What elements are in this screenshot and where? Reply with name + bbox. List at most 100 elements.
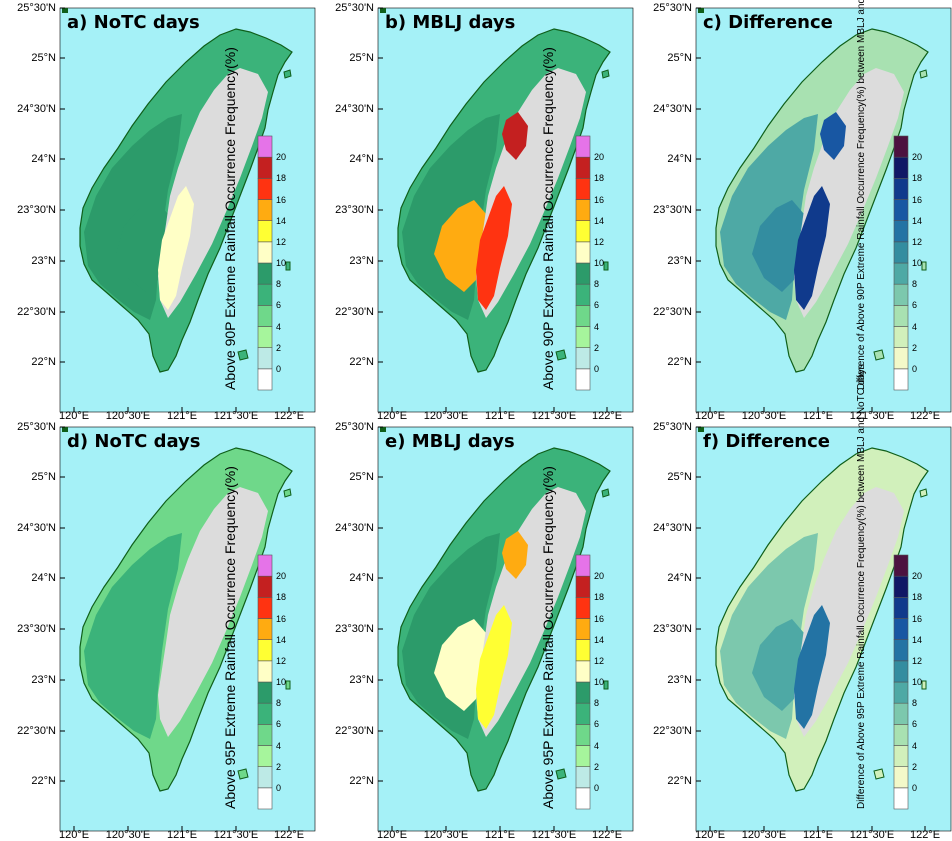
map-panel: 25°30'N 25°N 24°30'N 24°N 23°30'N 23°N 22°30'N…	[0, 0, 317, 422]
colorbar-swatch	[893, 618, 909, 640]
colorbar-swatch	[257, 135, 273, 158]
lat-label: 24°30'N	[17, 103, 56, 115]
panel-title: b) MBLJ days	[385, 12, 516, 33]
map-canvas	[695, 426, 952, 832]
lat-label: 23°30'N	[653, 623, 692, 635]
small-island	[873, 768, 885, 780]
colorbar-tick: 14	[912, 634, 923, 645]
colorbar-swatch	[575, 156, 591, 179]
colorbar-tick: 12	[912, 655, 923, 666]
colorbar-swatch	[893, 724, 909, 746]
colorbar-swatch	[893, 660, 909, 683]
colorbar-tick: 20	[912, 152, 923, 163]
colorbar-tick: 14	[276, 215, 287, 226]
lon-label: 121°30'E	[213, 829, 259, 841]
colorbar-tick: 0	[594, 363, 600, 374]
colorbar-swatch	[893, 554, 909, 577]
colorbar-tick: 2	[594, 342, 600, 353]
colorbar-tick: 14	[594, 215, 605, 226]
lat-label: 22°N	[667, 356, 692, 368]
colorbar-swatch	[893, 745, 909, 767]
map-canvas	[59, 7, 316, 413]
small-island	[380, 8, 386, 13]
colorbar-tick: 16	[594, 194, 605, 205]
colorbar-swatch	[575, 787, 591, 810]
lon-label: 120°E	[376, 829, 408, 841]
colorbar-tick: 8	[912, 279, 918, 290]
panel-title: d) NoTC days	[67, 431, 201, 452]
lon-label: 121°E	[166, 829, 198, 841]
colorbar-tick: 12	[912, 236, 923, 247]
colorbar-swatch	[257, 220, 273, 243]
colorbar-tick: 6	[594, 719, 600, 730]
colorbar-swatch	[257, 766, 273, 789]
lon-label: 122°E	[909, 410, 941, 422]
colorbar-swatch	[257, 618, 273, 640]
colorbar-swatch	[575, 368, 591, 391]
colorbar-tick: 2	[276, 342, 282, 353]
lon-label: 121°E	[484, 829, 516, 841]
small-island	[921, 680, 927, 690]
small-island	[555, 349, 567, 361]
panel-title: a) NoTC days	[67, 12, 200, 33]
mountain-region	[476, 487, 586, 737]
lon-label: 122°E	[591, 410, 623, 422]
colorbar-swatch	[575, 597, 591, 619]
colorbar-swatch	[893, 220, 909, 243]
colorbar-swatch	[257, 178, 273, 200]
colorbar-swatch	[257, 305, 273, 327]
mountain-region	[476, 68, 586, 318]
small-island	[601, 488, 610, 498]
lat-label: 23°N	[667, 674, 692, 686]
lon-label: 122°E	[909, 829, 941, 841]
colorbar-tick: 0	[912, 363, 918, 374]
lat-label: 23°N	[667, 255, 692, 267]
lon-label: 121°E	[802, 829, 834, 841]
lat-label: 24°N	[31, 153, 56, 165]
colorbar-swatch	[575, 575, 591, 598]
lat-label: 22°N	[31, 775, 56, 787]
lat-label: 23°30'N	[17, 623, 56, 635]
colorbar-swatch	[575, 241, 591, 264]
lat-label: 23°N	[349, 674, 374, 686]
lat-label: 22°30'N	[17, 725, 56, 737]
colorbar-tick: 12	[594, 655, 605, 666]
mountain-region	[158, 487, 268, 737]
lat-label: 23°N	[349, 255, 374, 267]
colorbar-swatch	[575, 283, 591, 306]
colorbar-swatch	[257, 326, 273, 348]
colorbar-tick: 18	[276, 592, 287, 603]
panel-title: f) Difference	[703, 431, 831, 452]
lat-label: 23°30'N	[335, 204, 374, 216]
lat-label: 25°30'N	[335, 421, 374, 433]
colorbar-swatch	[575, 199, 591, 221]
colorbar-swatch	[893, 368, 909, 391]
colorbar-tick: 14	[276, 634, 287, 645]
lon-label: 120°E	[376, 410, 408, 422]
colorbar-tick: 8	[594, 698, 600, 709]
lat-label: 23°30'N	[653, 204, 692, 216]
lon-label: 120°E	[694, 829, 726, 841]
colorbar-tick: 12	[594, 236, 605, 247]
small-island	[603, 680, 609, 690]
colorbar-swatch	[893, 787, 909, 810]
lon-label: 122°E	[273, 410, 305, 422]
small-island	[921, 261, 927, 271]
colorbar-swatch	[257, 660, 273, 683]
lat-label: 25°N	[31, 471, 56, 483]
colorbar-tick: 10	[276, 258, 287, 268]
colorbar-tick: 14	[594, 634, 605, 645]
lon-label: 121°30'E	[531, 829, 577, 841]
colorbar-swatch	[257, 681, 273, 704]
colorbar-swatch	[575, 660, 591, 683]
colorbar-tick: 16	[276, 194, 287, 205]
colorbar-swatch	[257, 575, 273, 598]
lat-label: 23°N	[31, 255, 56, 267]
colorbar-swatch	[893, 702, 909, 725]
lon-label: 120°30'E	[741, 410, 787, 422]
colorbar-swatch	[257, 241, 273, 264]
colorbar-swatch	[575, 178, 591, 200]
colorbar-tick: 14	[912, 215, 923, 226]
rainfall-hotspot	[434, 619, 486, 711]
lon-label: 121°E	[802, 410, 834, 422]
